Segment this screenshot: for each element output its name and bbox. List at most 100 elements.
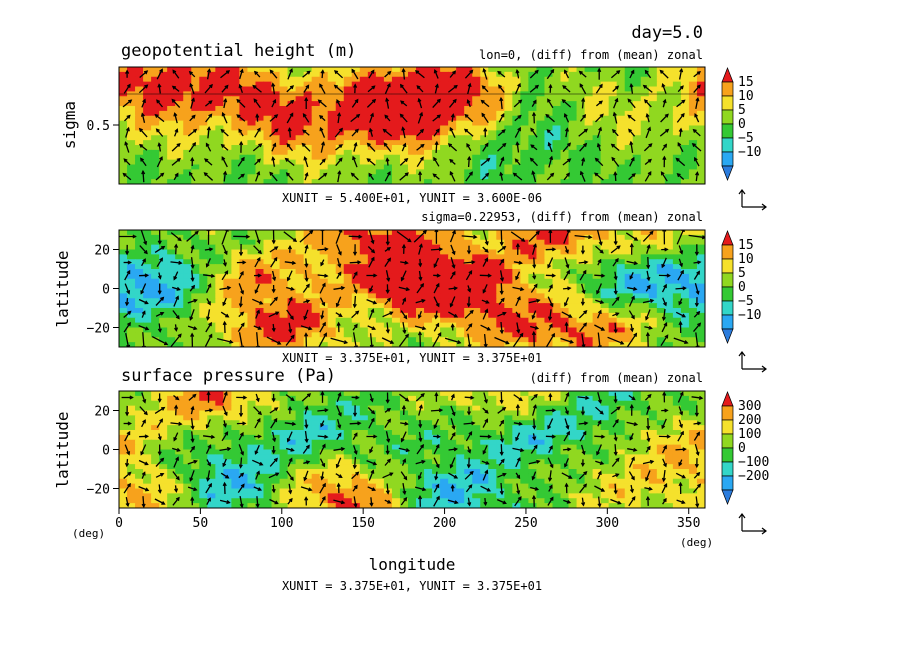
heatmap-cell (239, 293, 248, 298)
heatmap-cell (328, 121, 337, 126)
heatmap-cell (649, 269, 658, 274)
heatmap-cell (135, 150, 144, 155)
heatmap-cell (119, 111, 128, 116)
heatmap-cell (376, 274, 385, 279)
heatmap-cell (504, 72, 513, 77)
heatmap-cell (424, 269, 433, 274)
heatmap-cell (368, 332, 377, 337)
heatmap-cell (480, 318, 489, 323)
heatmap-cell (263, 101, 272, 106)
heatmap-cell (440, 160, 449, 165)
heatmap-cell (408, 169, 417, 174)
heatmap-cell (512, 165, 521, 170)
heatmap-cell (697, 145, 706, 150)
heatmap-cell (512, 77, 521, 82)
heatmap-cell (432, 254, 441, 259)
heatmap-cell (159, 264, 168, 269)
heatmap-cell (520, 337, 529, 342)
heatmap-cell (328, 230, 337, 235)
heatmap-cell (344, 264, 353, 269)
heatmap-cell (231, 318, 240, 323)
heatmap-cell (392, 298, 401, 303)
heatmap-cell (601, 284, 610, 289)
heatmap-cell (488, 279, 497, 284)
heatmap-cell (392, 174, 401, 179)
heatmap-cell (408, 116, 417, 121)
heatmap-cell (392, 111, 401, 116)
heatmap-cell (392, 135, 401, 140)
heatmap-cell (472, 174, 481, 179)
heatmap-cell (247, 230, 256, 235)
heatmap-cell (601, 269, 610, 274)
heatmap-cell (601, 67, 610, 72)
colorbar-tick-label: −10 (738, 145, 761, 160)
heatmap-cell (199, 269, 208, 274)
heatmap-cell (561, 135, 570, 140)
heatmap-cell (569, 169, 578, 174)
heatmap-cell (247, 130, 256, 135)
heatmap-cell (344, 160, 353, 165)
heatmap-cell (336, 332, 345, 337)
heatmap-cell (681, 106, 690, 111)
heatmap-cell (577, 165, 586, 170)
heatmap-cell (280, 289, 289, 294)
heatmap-cell (528, 269, 537, 274)
heatmap-cell (689, 293, 698, 298)
heatmap-cell (593, 140, 602, 145)
heatmap-cell (328, 245, 337, 250)
heatmap-cell (408, 96, 417, 101)
heatmap-cell (601, 77, 610, 82)
heatmap-cell (263, 284, 272, 289)
heatmap-cell (296, 96, 305, 101)
heatmap-cell (231, 230, 240, 235)
heatmap-cell (561, 328, 570, 333)
heatmap-cell (601, 135, 610, 140)
heatmap-cell (552, 240, 561, 245)
panel2-plot (119, 228, 706, 349)
heatmap-cell (432, 279, 441, 284)
heatmap-cell (649, 116, 658, 121)
heatmap-cell (472, 323, 481, 328)
heatmap-cell (255, 269, 264, 274)
heatmap-cell (143, 126, 152, 131)
heatmap-cell (496, 303, 505, 308)
heatmap-cell (135, 135, 144, 140)
heatmap-cell (360, 284, 369, 289)
heatmap-cell (344, 72, 353, 77)
heatmap-cell (304, 135, 313, 140)
heatmap-cell (296, 298, 305, 303)
heatmap-cell (408, 111, 417, 116)
heatmap-cell (617, 160, 626, 165)
heatmap-cell (424, 77, 433, 82)
heatmap-cell (504, 235, 513, 240)
heatmap-cell (199, 150, 208, 155)
heatmap-cell (344, 323, 353, 328)
heatmap-cell (215, 101, 224, 106)
heatmap-cell (223, 308, 232, 313)
heatmap-cell (456, 165, 465, 170)
heatmap-cell (151, 279, 160, 284)
heatmap-cell (456, 250, 465, 255)
heatmap-cell (336, 121, 345, 126)
heatmap-cell (456, 313, 465, 318)
heatmap-cell (641, 303, 650, 308)
heatmap-cell (440, 116, 449, 121)
heatmap-cell (625, 308, 634, 313)
heatmap-cell (408, 269, 417, 274)
heatmap-cell (649, 235, 658, 240)
heatmap-cell (697, 135, 706, 140)
heatmap-cell (625, 303, 634, 308)
heatmap-cell (472, 67, 481, 72)
heatmap-cell (440, 169, 449, 174)
heatmap-cell (320, 308, 329, 313)
heatmap-cell (617, 284, 626, 289)
heatmap-cell (127, 245, 136, 250)
heatmap-cell (496, 77, 505, 82)
heatmap-cell (167, 77, 176, 82)
heatmap-cell (304, 160, 313, 165)
heatmap-cell (673, 96, 682, 101)
heatmap-cell (424, 240, 433, 245)
heatmap-cell (488, 332, 497, 337)
heatmap-cell (552, 106, 561, 111)
heatmap-cell (360, 174, 369, 179)
